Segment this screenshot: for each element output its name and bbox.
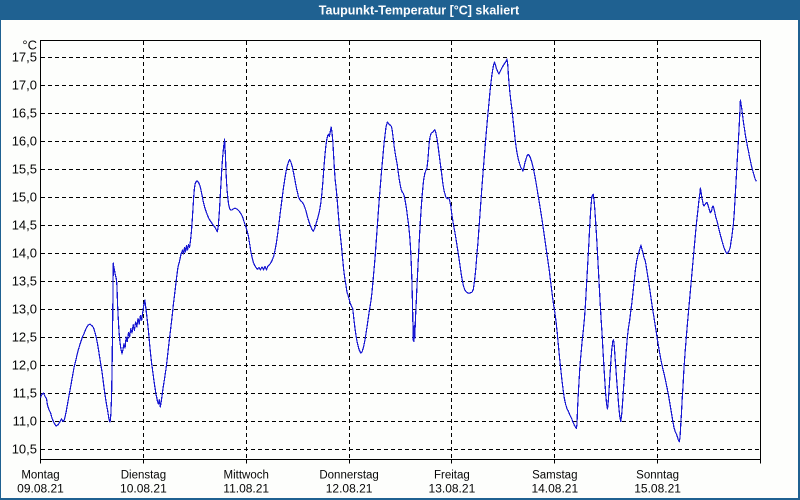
svg-text:12,0: 12,0	[12, 358, 37, 373]
svg-text:17,5: 17,5	[12, 50, 37, 65]
svg-text:Mittwoch: Mittwoch	[224, 470, 269, 482]
svg-text:14,0: 14,0	[12, 246, 37, 261]
svg-text:Montag: Montag	[21, 470, 59, 482]
svg-text:12,5: 12,5	[12, 330, 37, 345]
svg-text:11,5: 11,5	[13, 386, 37, 401]
svg-text:09.08.21: 09.08.21	[17, 482, 64, 496]
svg-text:Dienstag: Dienstag	[121, 470, 166, 482]
svg-text:Sonntag: Sonntag	[636, 470, 679, 482]
svg-text:11.08.21: 11.08.21	[223, 482, 269, 496]
svg-text:15,0: 15,0	[12, 190, 37, 205]
svg-text:14.08.21: 14.08.21	[531, 482, 578, 496]
svg-text:16,0: 16,0	[12, 134, 37, 149]
svg-text:12.08.21: 12.08.21	[326, 482, 373, 496]
svg-text:16,5: 16,5	[12, 106, 37, 121]
svg-text:14,5: 14,5	[12, 218, 37, 233]
svg-text:Taupunkt-Temperatur [°C] skali: Taupunkt-Temperatur [°C] skaliert	[319, 4, 520, 18]
svg-text:13.08.21: 13.08.21	[429, 482, 476, 496]
svg-text:17,0: 17,0	[12, 78, 37, 93]
svg-text:13,5: 13,5	[12, 274, 37, 289]
svg-text:Donnerstag: Donnerstag	[319, 470, 378, 482]
svg-text:10.08.21: 10.08.21	[120, 482, 167, 496]
svg-text:Samstag: Samstag	[532, 470, 577, 482]
svg-text:11,0: 11,0	[13, 414, 37, 429]
svg-text:10,5: 10,5	[12, 442, 37, 457]
svg-text:15.08.21: 15.08.21	[634, 482, 681, 496]
svg-text:15,5: 15,5	[12, 162, 37, 177]
svg-text:°C: °C	[22, 38, 37, 53]
svg-text:Freitag: Freitag	[434, 470, 470, 482]
svg-text:13,0: 13,0	[12, 302, 37, 317]
